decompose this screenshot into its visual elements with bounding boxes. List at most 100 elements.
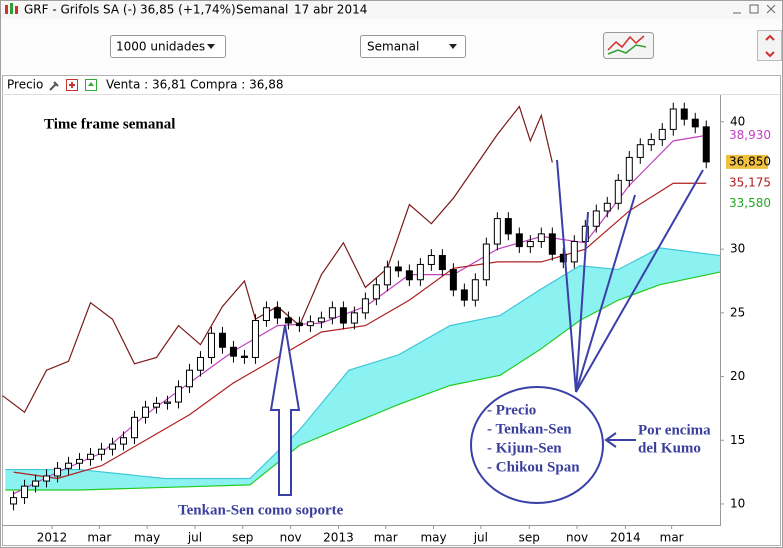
candle-body	[317, 317, 325, 323]
candle-body	[691, 118, 699, 128]
annotation-kumo: Por encima	[638, 422, 711, 438]
callout-pointer	[575, 211, 589, 393]
x-tick-label: 2014	[610, 531, 641, 545]
candle-body	[273, 307, 281, 319]
price-label-box	[726, 176, 768, 191]
callout-pointer	[556, 159, 577, 393]
candle-body	[405, 270, 413, 281]
candle-body	[98, 448, 106, 455]
panel-name: Precio	[7, 78, 43, 92]
app-icon	[5, 3, 18, 14]
candle-body	[284, 317, 292, 324]
callout-pointer	[575, 194, 636, 393]
candle-body	[438, 255, 446, 271]
candle-body	[449, 269, 457, 291]
y-tick-label: 15	[730, 433, 745, 447]
candle-body	[262, 307, 270, 322]
y-tick-label: 30	[730, 242, 745, 256]
candle-body	[43, 475, 51, 482]
period: Semanal	[236, 3, 288, 17]
panel-icons[interactable]	[49, 79, 97, 91]
candle-body	[76, 458, 84, 464]
candle-body	[295, 322, 303, 327]
timeframe-dropdown[interactable]: Semanal	[360, 35, 466, 58]
candle-body	[54, 467, 62, 477]
y-tick-label: 40	[730, 114, 745, 128]
candle-body	[65, 462, 73, 469]
candle-body	[471, 279, 479, 301]
title-bar	[1, 1, 782, 19]
side-button[interactable]	[757, 30, 782, 61]
quantity: 1000 unidades	[116, 40, 205, 54]
x-tick-label: may	[420, 531, 446, 545]
candle-body	[603, 202, 611, 212]
candle-body	[306, 321, 314, 327]
candle-body	[185, 369, 193, 388]
candle-body	[218, 332, 226, 348]
support-arrow	[269, 324, 301, 496]
candle-body	[229, 346, 237, 357]
candle-body	[10, 497, 18, 505]
quote: 36,85 (+1,74%)	[140, 3, 236, 17]
price-label-box	[726, 128, 768, 143]
x-tick-label: nov	[280, 531, 302, 545]
plot: 10 15 20 25 30 40 2012 mar may jul sep nov 2013 mar ma…	[2, 102, 771, 545]
window-buttons[interactable]	[733, 4, 776, 14]
annotation-kumo: del Kumo	[638, 440, 701, 456]
annotation-title: Time frame semanal	[44, 116, 175, 132]
callout-bubble	[470, 386, 604, 504]
x-tick-label: 2013	[323, 531, 354, 545]
window-title: GRF - Grifols SA (-)	[24, 3, 137, 17]
candle-body	[537, 233, 545, 243]
candle-body	[196, 356, 204, 371]
x-tick-label: mar	[87, 531, 111, 545]
candle-body	[493, 218, 501, 245]
candle-body	[361, 298, 369, 314]
annotation-list-item: - Chikou Span	[487, 459, 580, 475]
x-tick-label: jul	[187, 531, 202, 545]
x-tick-label: may	[134, 531, 160, 545]
price-label: 33,580	[729, 196, 771, 210]
candle-body	[109, 443, 117, 450]
candle-body	[174, 386, 182, 403]
price-label: 35,175	[729, 176, 771, 190]
candle-body	[614, 179, 622, 204]
annotation-list-item: - Precio	[487, 402, 536, 418]
bid-ask: Venta : 36,81 Compra : 36,88	[106, 78, 284, 92]
kumo-arrow	[604, 432, 636, 448]
candle-body	[647, 139, 655, 146]
candle-body	[328, 307, 336, 319]
candle-body	[504, 218, 512, 235]
candle-body	[416, 263, 424, 281]
candle-body	[559, 253, 567, 263]
candle-body	[383, 266, 391, 286]
candle-body	[526, 241, 534, 248]
candle-body	[207, 332, 215, 358]
x-tick-label: sep	[519, 531, 540, 545]
candle-body	[372, 284, 380, 300]
price-label: 36,850	[729, 154, 771, 168]
candle-body	[548, 233, 556, 255]
price-label-box	[726, 154, 768, 169]
x-tick-label: 2012	[37, 531, 68, 545]
candle-body	[130, 416, 138, 439]
candle-body	[350, 312, 358, 324]
indicator-button[interactable]	[603, 32, 654, 59]
candle-body	[32, 480, 40, 487]
candle-body	[636, 144, 644, 158]
quantity-dropdown[interactable]: 1000 unidades	[110, 35, 226, 58]
candle-body	[141, 406, 149, 418]
price-label: 38,930	[729, 128, 771, 142]
x-tick-label: nov	[566, 531, 588, 545]
candle-body	[592, 210, 600, 227]
date: 17 abr 2014	[294, 3, 367, 17]
x-tick-label: sep	[232, 531, 253, 545]
candle-body	[658, 128, 666, 141]
price-label-box	[726, 196, 768, 211]
candle-body	[152, 402, 160, 408]
timeframe: Semanal	[367, 40, 419, 54]
candle-body	[339, 307, 347, 324]
kumo-cloud	[5, 247, 720, 490]
annotation-list-item: - Tenkan-Sen	[487, 421, 572, 437]
